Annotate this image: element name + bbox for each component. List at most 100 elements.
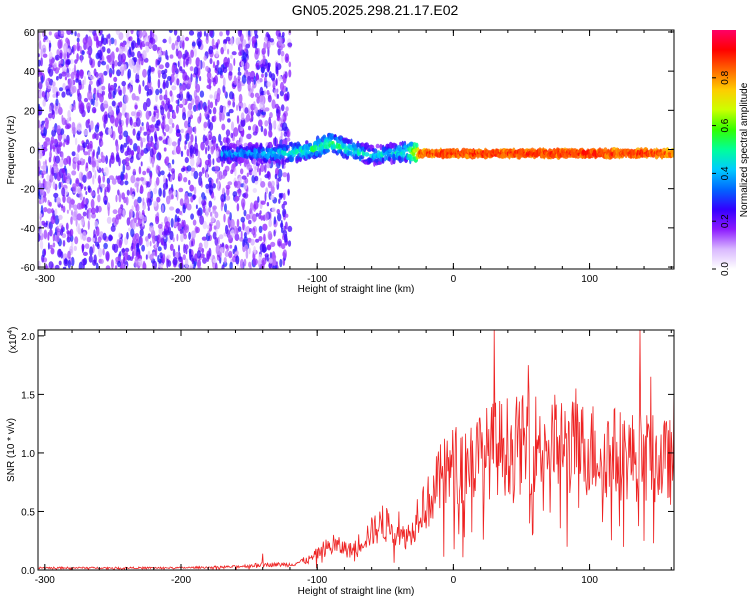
spectrogram-noise-dot (124, 151, 129, 157)
spectrogram-noise-dot (147, 191, 151, 200)
spectrogram-noise-dot (258, 225, 263, 234)
spectrogram-noise-dot (157, 78, 161, 89)
spectrogram-noise-dot (146, 97, 151, 108)
spectrogram-noise-dot (123, 142, 127, 148)
spectrogram-noise-dot (275, 261, 278, 267)
spectrogram-noise-dot (137, 242, 140, 249)
spectrogram-noise-dot (187, 192, 193, 197)
spectrogram-noise-dot (134, 182, 140, 188)
spectrogram-noise-dot (174, 214, 178, 223)
spectrogram-noise-dot (266, 40, 269, 50)
spectrogram-noise-dot (119, 101, 123, 108)
spectrogram-noise-dot (281, 114, 284, 121)
spectrogram-noise-dot (106, 216, 112, 224)
spectrogram-noise-dot (189, 184, 195, 192)
spectrogram-noise-dot (201, 61, 206, 69)
spectrogram-noise-dot (93, 229, 96, 238)
spectrogram-noise-dot (66, 155, 71, 165)
spectrogram-noise-dot (245, 30, 249, 38)
spectrogram-noise-dot (254, 47, 259, 55)
spectrogram-ridge-dot (231, 149, 235, 154)
spectrogram-noise-dot (93, 87, 97, 95)
spectrogram-noise-dot (237, 75, 241, 82)
spectrogram-noise-dot (39, 240, 44, 250)
spectrogram-noise-dot (55, 235, 60, 243)
spectrogram-noise-dot (38, 160, 41, 169)
spectrogram-noise-dot (160, 106, 165, 116)
spectrogram-noise-dot (253, 245, 256, 255)
snr-x-tick-label: 0 (451, 575, 457, 586)
spectrogram-noise-dot (119, 251, 122, 257)
spectrogram-noise-dot (211, 38, 215, 48)
spectrogram-noise-dot (100, 140, 104, 146)
spectrogram-noise-dot (94, 100, 99, 107)
spectrogram-noise-dot (227, 234, 232, 240)
spectrogram-noise-dot (215, 50, 219, 58)
spectrogram-noise-dot (214, 64, 219, 71)
spectrogram-noise-dot (209, 108, 212, 115)
spectrogram-noise-dot (180, 167, 186, 172)
spectrogram-noise-dot (182, 53, 187, 60)
spectrogram-noise-dot (59, 87, 63, 92)
spectrogram-noise-dot (47, 77, 51, 82)
spectrogram-noise-dot (149, 30, 153, 38)
spectrogram-noise-dot (264, 72, 268, 78)
spectrogram-noise-dot (277, 48, 281, 56)
spectrogram-noise-dot (233, 58, 236, 66)
spectrogram-noise-dot (242, 39, 247, 48)
spectrogram-noise-dot (252, 131, 258, 136)
spectrogram-noise-dot (47, 231, 50, 241)
spectrogram-noise-dot (49, 173, 54, 183)
spectrogram-noise-dot (66, 123, 72, 129)
spectrogram-noise-dot (268, 219, 273, 228)
spectrogram-noise-dot (266, 202, 270, 207)
spectrogram-noise-dot (175, 208, 181, 214)
spectrogram-noise-dot (69, 230, 72, 237)
spectrogram-noise-dot (114, 60, 118, 67)
snr-y-multiplier-close: ) (8, 327, 19, 330)
spectrogram-noise-dot (135, 203, 140, 212)
spectrogram-noise-dot (157, 50, 162, 58)
spectrogram-noise-dot (237, 79, 241, 89)
spectrogram-noise-dot (184, 258, 189, 268)
spectrogram-noise-dot (261, 73, 264, 78)
spectrogram-noise-dot (275, 77, 278, 87)
spectrogram-noise-dot (65, 139, 70, 146)
spectrogram-noise-dot (182, 112, 187, 121)
spectrogram-noise-dot (158, 136, 163, 141)
spectrogram-noise-dot (236, 115, 240, 125)
spectrogram-ridge-dot (244, 158, 250, 165)
spectrogram-noise-dot (155, 176, 160, 186)
spectrogram-noise-dot (227, 118, 231, 123)
spectrogram-noise-dot (222, 169, 228, 177)
spectrogram-noise-dot (134, 217, 137, 224)
spectrogram-noise-dot (163, 174, 166, 185)
spectrogram-noise-dot (106, 183, 111, 193)
spectrogram-noise-dot (266, 254, 269, 262)
spectrogram-noise-dot (222, 77, 226, 87)
spectrogram-noise-dot (42, 53, 48, 58)
spectrogram-noise-dot (155, 94, 158, 103)
spectrogram-noise-dot (278, 32, 282, 38)
colorbar-tick-label: 0.8 (720, 70, 731, 84)
spectrogram-noise-dot (278, 198, 281, 204)
spectrogram-noise-dot (144, 236, 149, 242)
snr-y-tick-label: 0.5 (21, 507, 35, 518)
spectrogram-noise-dot (77, 92, 82, 103)
spectrogram-noise-dot (118, 232, 122, 239)
spectrogram-noise-dot (287, 190, 290, 196)
spectrogram-noise-dot (225, 244, 228, 249)
spectrogram-noise-dot (60, 251, 64, 259)
spectrogram-noise-dot (248, 125, 251, 131)
spectrogram-noise-dot (285, 87, 288, 92)
spectrogram-noise-dot (158, 187, 162, 197)
spectrogram-noise-dot (125, 172, 128, 181)
spectrogram-noise-dot (169, 54, 174, 59)
spectrogram-noise-dot (234, 244, 238, 252)
spectrogram-noise-dot (168, 30, 173, 34)
spectrogram-noise-dot (41, 91, 46, 98)
spectrogram-noise-dot (47, 242, 50, 250)
snr-y-multiplier-exp: 4 (7, 330, 14, 334)
spectrogram-noise-dot (56, 49, 60, 56)
spectrogram-noise-dot (222, 137, 227, 144)
